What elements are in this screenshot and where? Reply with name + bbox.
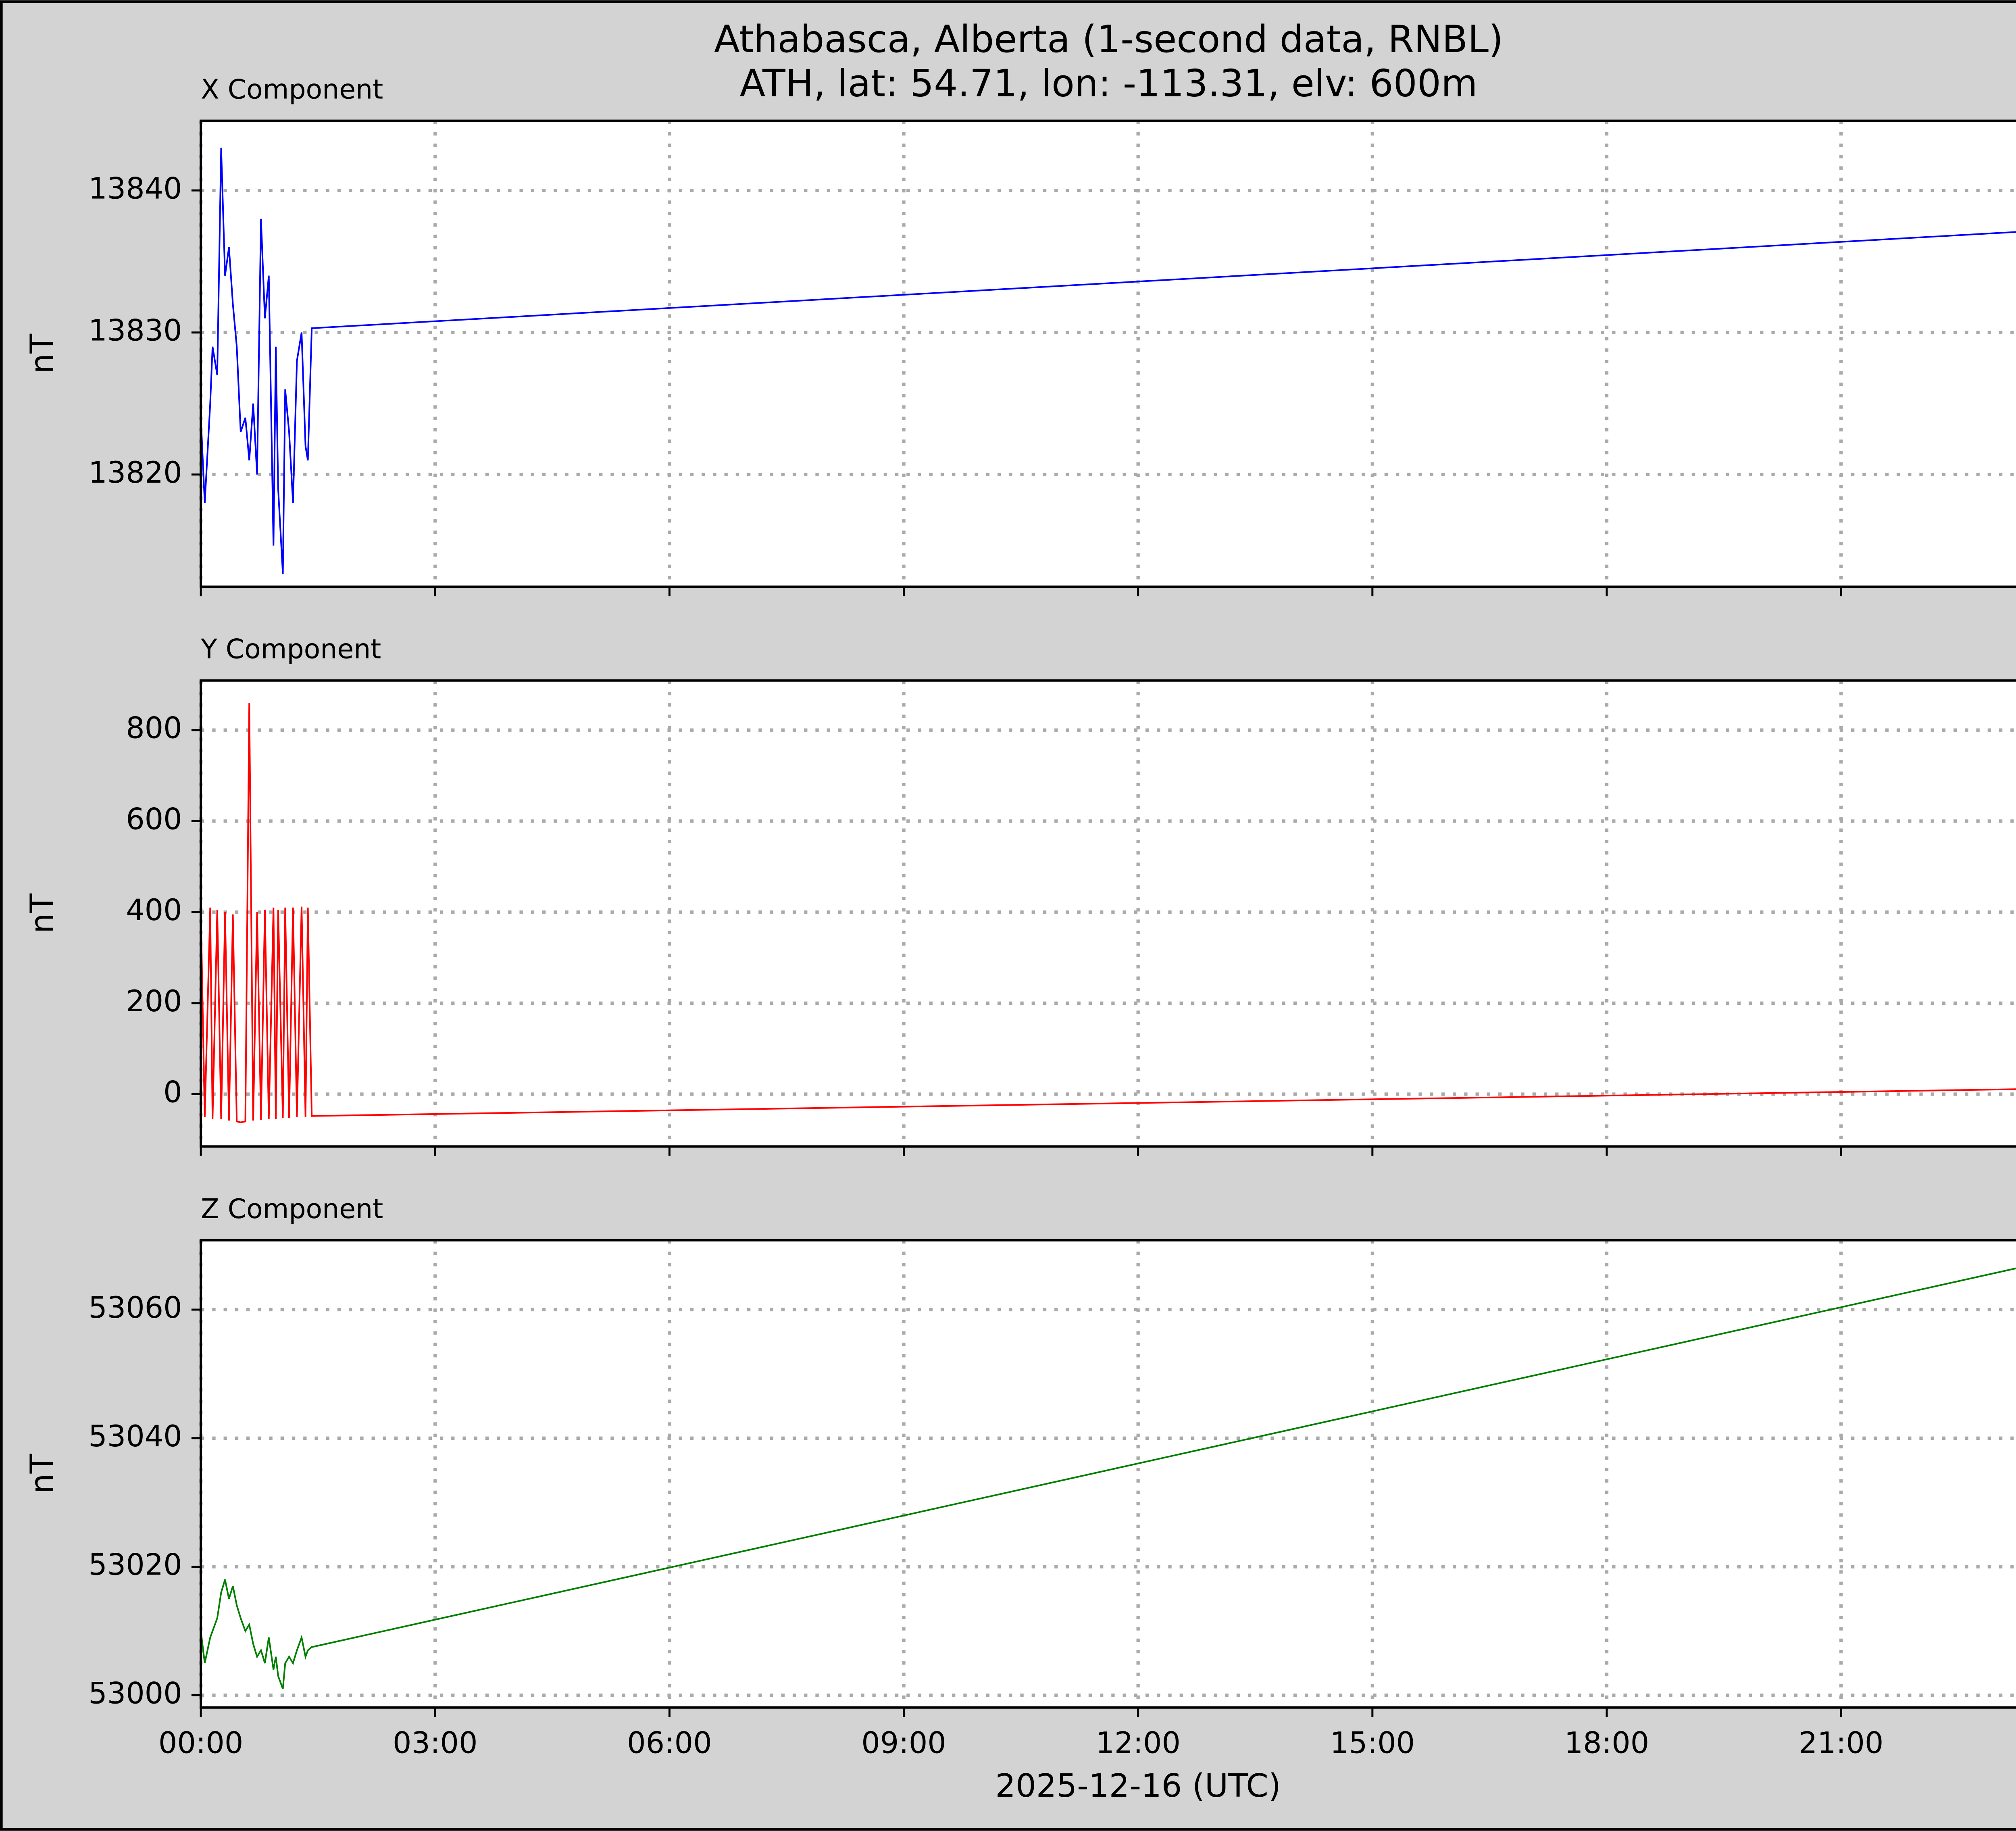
y-axis-label: nT: [23, 1454, 61, 1494]
x-tick-label: 09:00: [861, 1726, 946, 1760]
y-tick-label: 13840: [88, 171, 182, 206]
x-tick-label: 15:00: [1330, 1726, 1415, 1760]
y-tick-label: 53000: [88, 1676, 182, 1710]
x-tick-label: 00:00: [158, 1726, 244, 1760]
y-tick-label: 0: [163, 1075, 182, 1110]
y-tick-label: 53040: [88, 1419, 182, 1454]
panel-title: X Component: [201, 74, 383, 105]
figure-title: Athabasca, Alberta (1-second data, RNBL): [714, 17, 1503, 61]
x-tick-label: 18:00: [1564, 1726, 1649, 1760]
data-line: [200, 702, 2016, 1123]
data-line: [200, 1267, 2016, 1689]
figure-subtitle: ATH, lat: 54.71, lon: -113.31, elv: 600m: [740, 62, 1478, 105]
y-axis-label: nT: [23, 334, 61, 374]
x-tick-label: 03:00: [393, 1726, 478, 1760]
y-tick-label: 13830: [88, 314, 182, 348]
x-axis-label: 2025-12-16 (UTC): [995, 1767, 1281, 1804]
plot-area: [201, 1240, 2016, 1708]
x-tick-label: 06:00: [627, 1726, 712, 1760]
data-line: [200, 148, 2016, 574]
y-tick-label: 600: [126, 802, 182, 836]
plot-frame: [200, 119, 2016, 588]
plot-area: [201, 680, 2016, 1147]
panel-title: Z Component: [201, 1193, 383, 1225]
y-tick-label: 53020: [88, 1548, 182, 1582]
plot-frame: [200, 679, 2016, 1148]
plot-area: [201, 121, 2016, 587]
y-axis-label: nT: [23, 894, 61, 934]
x-tick-label: 12:00: [1095, 1726, 1181, 1760]
y-tick-label: 13820: [88, 456, 182, 490]
y-tick-label: 200: [126, 984, 182, 1019]
y-tick-label: 400: [126, 893, 182, 927]
y-tick-label: 800: [126, 711, 182, 746]
panel-title: Y Component: [200, 633, 381, 665]
y-tick-label: 53060: [88, 1291, 182, 1325]
x-tick-label: 21:00: [1799, 1726, 1884, 1760]
plot-frame: [200, 1239, 2016, 1709]
